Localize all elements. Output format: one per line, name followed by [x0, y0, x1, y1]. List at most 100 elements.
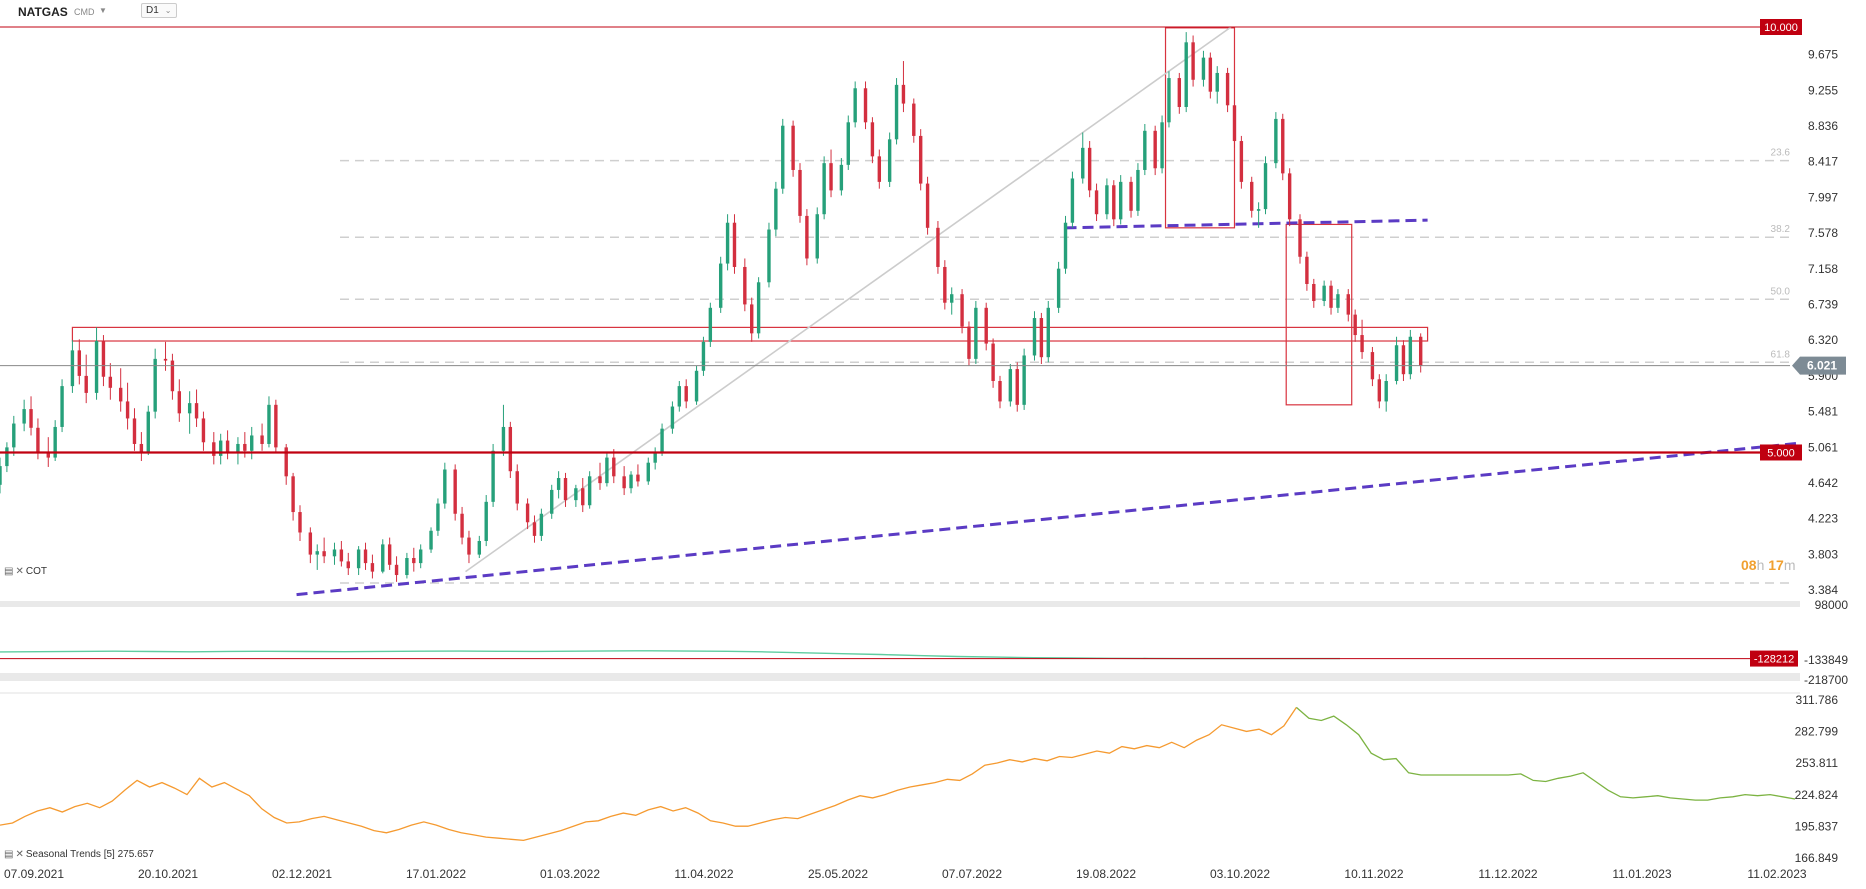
- candle-body: [670, 406, 675, 429]
- candle-body: [629, 474, 633, 489]
- market-label[interactable]: CMD: [74, 7, 95, 17]
- seasonal-period: [5]: [103, 849, 115, 860]
- candle-body: [1046, 307, 1050, 358]
- candle-body: [308, 532, 313, 555]
- candle-body: [839, 164, 844, 191]
- seasonal-axis-tick-label: 195.837: [1795, 819, 1839, 833]
- cot-axis-tick-label: -218700: [1804, 673, 1848, 687]
- candle-body: [1360, 335, 1364, 353]
- candle-body: [1281, 118, 1285, 174]
- candle-body: [29, 409, 33, 428]
- candle-body: [1056, 268, 1061, 308]
- candle-body: [412, 558, 416, 564]
- candle-body: [1329, 285, 1333, 308]
- candle-body: [501, 426, 506, 451]
- cot-series-line: [0, 650, 1340, 660]
- candle-body: [1208, 57, 1213, 92]
- pane-close-icon[interactable]: ✕: [15, 566, 24, 577]
- candle-body: [653, 452, 657, 463]
- time-axis-tick-label: 11.04.2022: [674, 867, 733, 881]
- candle-body: [1401, 345, 1406, 375]
- candle-body: [587, 476, 592, 506]
- candle-body: [332, 549, 337, 557]
- candle-body: [1177, 78, 1182, 107]
- candle-body: [36, 427, 40, 452]
- price-axis-tick-label: 4.223: [1808, 512, 1838, 526]
- candle-body: [815, 214, 819, 259]
- time-axis-tick-label: 17.01.2022: [406, 867, 466, 881]
- candle-body: [887, 139, 892, 182]
- candle-body: [453, 469, 457, 514]
- candle-body: [1305, 256, 1309, 284]
- cot-axis-tick-label: 98000: [1815, 598, 1849, 612]
- pane-close-icon[interactable]: ✕: [15, 849, 24, 860]
- time-axis-tick-label: 19.08.2022: [1076, 867, 1136, 881]
- candle-body: [1081, 147, 1085, 179]
- candle-body: [429, 530, 433, 550]
- candle-body: [912, 103, 916, 136]
- pane-settings-icon[interactable]: ▤: [4, 849, 14, 860]
- candle-body: [508, 426, 513, 472]
- cot-axis-tick-label: -133849: [1804, 653, 1848, 667]
- candle-body: [177, 391, 182, 414]
- current-price-tag: [1792, 356, 1846, 375]
- candle-body: [170, 360, 175, 392]
- candle-body: [1384, 381, 1388, 402]
- candle-body: [525, 503, 530, 523]
- seasonal-title: Seasonal: [25, 849, 68, 860]
- fibonacci-ratio-label: 23.6: [1771, 148, 1791, 159]
- level-price-label: 10.000: [1764, 22, 1798, 34]
- candle-body: [1015, 369, 1019, 405]
- candle-body: [967, 326, 971, 359]
- fibonacci-ratio-label: 38.2: [1771, 224, 1791, 235]
- candle-body: [708, 307, 713, 342]
- candle-body: [187, 403, 192, 414]
- candle-body: [901, 84, 906, 104]
- candle-body: [1263, 163, 1268, 210]
- candle-body: [1153, 130, 1157, 169]
- timeframe-selector[interactable]: D1 ⌄: [141, 3, 177, 18]
- candle-body: [5, 447, 9, 467]
- candle-body: [550, 489, 554, 514]
- candle-body: [381, 544, 385, 572]
- zone-box: [1164, 27, 1236, 229]
- price-axis-tick-label: 7.997: [1808, 190, 1838, 204]
- price-axis-tick-label: 6.739: [1808, 298, 1838, 312]
- candle-body: [877, 156, 882, 182]
- candle-body: [1250, 181, 1254, 211]
- price-axis-tick-label: 7.158: [1808, 262, 1838, 276]
- level-price-tag: [1760, 19, 1802, 35]
- fibonacci-ratio-label: 50.0: [1771, 286, 1791, 297]
- candle-body: [46, 451, 50, 458]
- candle-body: [781, 125, 785, 189]
- price-axis-tick-label: 6.320: [1808, 333, 1838, 347]
- time-axis-tick-label: 25.05.2022: [808, 867, 868, 881]
- candle-body: [291, 476, 295, 513]
- candle-body: [646, 462, 650, 482]
- candle-body: [212, 442, 216, 456]
- cot-value-tag: [1750, 650, 1798, 667]
- candle-body: [1232, 105, 1237, 142]
- market-dropdown-icon[interactable]: ▼: [99, 6, 107, 15]
- candle-body: [387, 544, 392, 565]
- time-axis-tick-label: 11.02.2023: [1747, 867, 1806, 881]
- candle-body: [1239, 141, 1244, 182]
- pane-settings-icon[interactable]: ▤: [4, 566, 14, 577]
- candle-body: [605, 457, 609, 484]
- candle-body: [829, 163, 833, 191]
- price-axis-tick-label: 8.417: [1808, 155, 1838, 169]
- candle-body: [339, 549, 344, 562]
- candle-body: [950, 294, 954, 303]
- price-axis-tick-label: 4.642: [1808, 476, 1838, 490]
- candle-body: [1225, 72, 1230, 106]
- candle-body: [284, 447, 288, 477]
- candle-body: [1346, 294, 1350, 315]
- instrument-symbol[interactable]: NATGAS: [18, 5, 68, 19]
- time-axis-tick-label: 10.11.2022: [1344, 867, 1403, 881]
- chart-toolbar: NATGAS CMD ▼ D1 ⌄: [0, 0, 1866, 22]
- price-axis-tick-label: 8.836: [1808, 119, 1838, 133]
- pane-divider: [0, 673, 1800, 681]
- candle-body: [94, 341, 99, 393]
- candle-body: [467, 537, 471, 555]
